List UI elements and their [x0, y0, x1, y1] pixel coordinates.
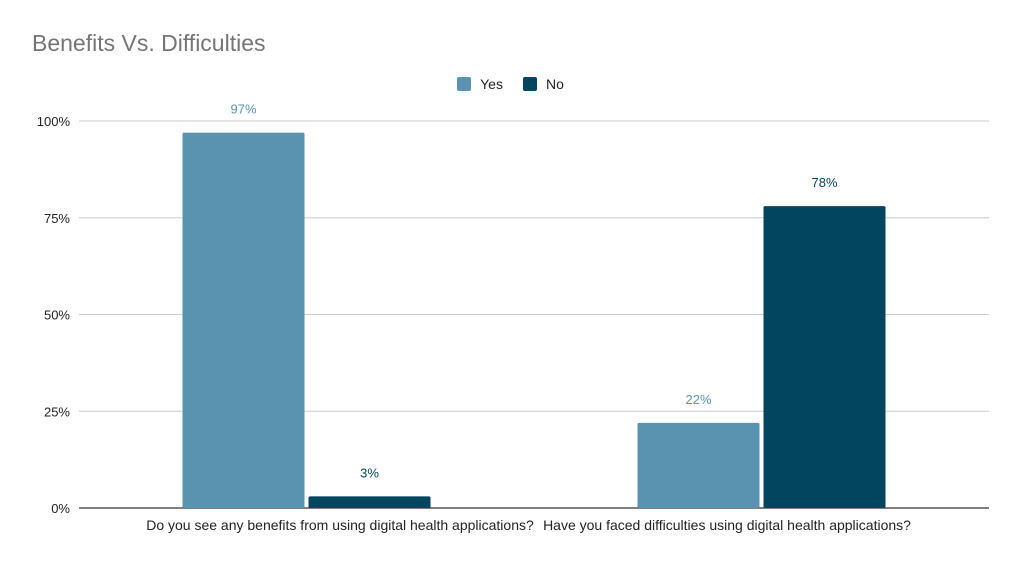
legend-item-no: No	[522, 76, 564, 92]
data-label: 78%	[811, 175, 837, 190]
y-tick-label: 50%	[44, 308, 70, 323]
bar-no	[308, 496, 431, 508]
data-label: 22%	[685, 392, 711, 407]
data-label: 97%	[230, 102, 256, 117]
legend-label-no: No	[545, 76, 564, 92]
bar-yes	[637, 422, 760, 508]
y-tick-label: 25%	[44, 404, 70, 419]
legend-item-yes: Yes	[457, 76, 503, 92]
data-label: 3%	[360, 465, 379, 480]
legend-swatch-yes	[457, 77, 472, 91]
bar-no	[763, 206, 886, 508]
chart-title: Benefits Vs. Difficulties	[32, 30, 266, 56]
legend: Yes No	[0, 76, 1021, 92]
legend-swatch-no	[522, 77, 537, 91]
y-tick-label: 100%	[37, 114, 71, 129]
y-tick-label: 75%	[44, 211, 70, 226]
bar-yes	[182, 132, 305, 509]
y-tick-label: 0%	[51, 501, 70, 516]
category-label-benefits: Do you see any benefits from using digit…	[146, 517, 534, 533]
legend-label-yes: Yes	[480, 76, 503, 92]
category-label-difficulties: Have you faced difficulties using digita…	[543, 517, 911, 533]
